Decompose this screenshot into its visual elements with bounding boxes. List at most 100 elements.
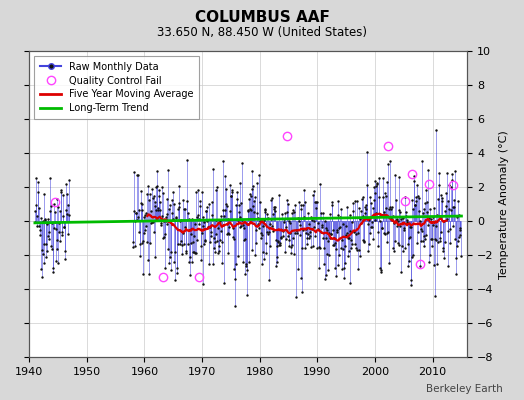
Point xyxy=(180,240,189,247)
Point xyxy=(216,218,224,224)
Point xyxy=(166,202,174,208)
Point xyxy=(357,195,366,202)
Point xyxy=(419,205,428,212)
Point xyxy=(251,252,259,258)
Point xyxy=(205,200,213,207)
Point xyxy=(31,202,40,208)
Point xyxy=(424,215,433,222)
Point xyxy=(249,183,258,189)
Point xyxy=(356,216,364,222)
Point xyxy=(353,198,361,205)
Point xyxy=(149,229,158,235)
Point xyxy=(190,232,198,239)
Point xyxy=(217,228,225,234)
Point xyxy=(412,240,421,246)
Point xyxy=(256,234,265,241)
Point xyxy=(142,209,150,216)
Point xyxy=(58,229,67,236)
Point xyxy=(400,227,408,234)
Point xyxy=(166,254,174,260)
Point xyxy=(46,208,54,214)
Point xyxy=(195,216,203,222)
Point xyxy=(227,193,235,199)
Point xyxy=(262,250,270,256)
Point xyxy=(417,237,425,244)
Point xyxy=(392,223,401,230)
Point xyxy=(285,237,293,243)
Point xyxy=(263,211,271,217)
Point xyxy=(162,196,171,202)
Point xyxy=(320,260,328,267)
Point xyxy=(206,229,215,235)
Point xyxy=(45,236,53,242)
Point xyxy=(374,243,382,249)
Point xyxy=(61,256,69,262)
Point xyxy=(344,253,352,259)
Point xyxy=(364,220,372,227)
Point xyxy=(135,206,144,213)
Point xyxy=(354,247,363,253)
Point xyxy=(238,160,247,166)
Point xyxy=(138,200,146,207)
Point xyxy=(394,240,402,247)
Point xyxy=(221,172,230,179)
Point xyxy=(290,208,299,215)
Point xyxy=(209,166,217,172)
Point xyxy=(304,210,312,216)
Point xyxy=(331,272,340,279)
Point xyxy=(255,172,263,178)
Point xyxy=(350,228,358,235)
Point xyxy=(191,221,199,227)
Point xyxy=(253,180,261,186)
Point xyxy=(209,260,217,267)
Point xyxy=(434,196,443,202)
Point xyxy=(443,170,451,177)
Point xyxy=(287,250,296,257)
Point xyxy=(361,204,369,210)
Point xyxy=(154,206,162,213)
Point xyxy=(428,236,436,242)
Point xyxy=(266,220,275,227)
Point xyxy=(150,203,159,209)
Point xyxy=(397,269,406,275)
Point xyxy=(372,183,380,189)
Point xyxy=(339,246,347,252)
Point xyxy=(210,238,219,245)
Point xyxy=(352,230,360,237)
Point xyxy=(280,210,289,216)
Point xyxy=(270,206,278,212)
Point xyxy=(360,238,368,244)
Point xyxy=(141,227,149,234)
Point xyxy=(397,216,405,222)
Point xyxy=(282,224,290,230)
Point xyxy=(359,237,367,244)
Point xyxy=(41,217,49,223)
Point xyxy=(290,251,298,258)
Point xyxy=(378,174,387,181)
Point xyxy=(401,194,409,200)
Point xyxy=(426,252,434,258)
Point xyxy=(365,217,374,223)
Point xyxy=(336,224,345,230)
Point xyxy=(390,238,399,244)
Point xyxy=(141,212,149,218)
Point xyxy=(51,219,59,225)
Point xyxy=(285,243,293,250)
Point xyxy=(171,215,180,221)
Point xyxy=(412,194,420,200)
Point xyxy=(208,198,216,205)
Point xyxy=(303,231,312,237)
Point xyxy=(346,228,354,234)
Point xyxy=(383,178,391,185)
Point xyxy=(226,208,234,214)
Point xyxy=(196,203,204,209)
Point xyxy=(193,212,202,219)
Point xyxy=(54,204,62,210)
Point xyxy=(129,208,138,214)
Point xyxy=(264,215,272,221)
Point xyxy=(405,235,413,242)
Point xyxy=(43,221,51,227)
Point xyxy=(352,244,361,251)
Point xyxy=(179,197,188,204)
Point xyxy=(405,258,413,264)
